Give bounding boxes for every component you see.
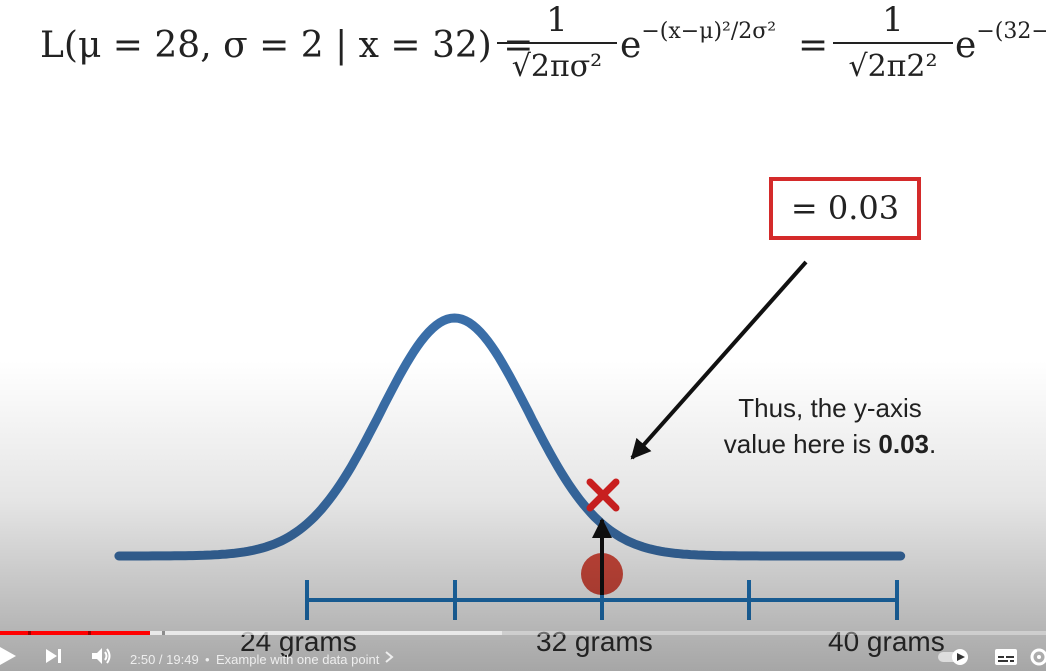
fraction-2-numerator: 1 (882, 0, 904, 40)
progress-buffer (0, 631, 503, 635)
chevron-right-icon[interactable] (383, 650, 395, 671)
annotation-line-2-suffix: . (929, 429, 937, 459)
progress-played (0, 631, 150, 635)
fraction-1-numerator: 1 (546, 0, 568, 40)
exponential-1: e−(x−μ)²/2σ² (620, 19, 776, 66)
axis-label-40-grams: 40 grams (828, 626, 945, 657)
exponential-2: e−(32− (955, 19, 1046, 66)
annotation-line-1: Thus, the y-axis (738, 393, 922, 423)
normal-distribution-curve (114, 313, 906, 561)
red-x-marker (586, 478, 620, 512)
exp-1-exponent: −(x−μ)²/2σ² (641, 19, 777, 44)
chapter-marker (28, 631, 31, 635)
annotation-value: 0.03 (878, 429, 930, 459)
annotation-line-2-prefix: value here is (723, 429, 879, 459)
formula-lhs: L(μ = 28, σ = 2 | x = 32) = (40, 25, 534, 66)
volume-icon[interactable] (90, 644, 114, 668)
play-icon[interactable] (0, 644, 22, 668)
likelihood-formula: L(μ = 28, σ = 2 | x = 32) = 1 √2πσ² e−(x… (40, 0, 1046, 120)
fraction-1-denominator: √2πσ² (511, 49, 603, 84)
autoplay-toggle-icon[interactable] (938, 648, 972, 671)
progress-bar[interactable] (0, 631, 1046, 635)
annotation-line-2: value here is 0.03. (670, 426, 990, 462)
time-display: 2:50 / 19:49 (130, 652, 199, 667)
chapter-marker (88, 631, 91, 635)
separator-dot: • (205, 652, 210, 667)
settings-icon[interactable] (1028, 646, 1046, 670)
pointer-arrow (630, 260, 808, 460)
chapter-title[interactable]: Example with one data point (216, 652, 380, 667)
exp-2-base: e (955, 25, 977, 66)
equals-sign: = (798, 25, 829, 66)
fraction-2-denominator: √2π2² (848, 49, 938, 84)
chapter-marker (162, 631, 165, 635)
fraction-2: 1 √2π2² (833, 0, 953, 86)
exp-1-base: e (620, 25, 642, 66)
exp-2-exponent: −(32− (976, 19, 1046, 44)
annotation-text: Thus, the y-axis value here is 0.03. (670, 390, 990, 462)
subtitles-icon[interactable] (994, 648, 1018, 671)
axis-label-32-grams: 32 grams (536, 626, 653, 657)
result-box: = 0.03 (769, 177, 921, 240)
next-icon[interactable] (44, 644, 66, 668)
fraction-1: 1 √2πσ² (497, 0, 617, 86)
player-controls: 2:50 / 19:49 • Example with one data poi… (0, 640, 1046, 671)
